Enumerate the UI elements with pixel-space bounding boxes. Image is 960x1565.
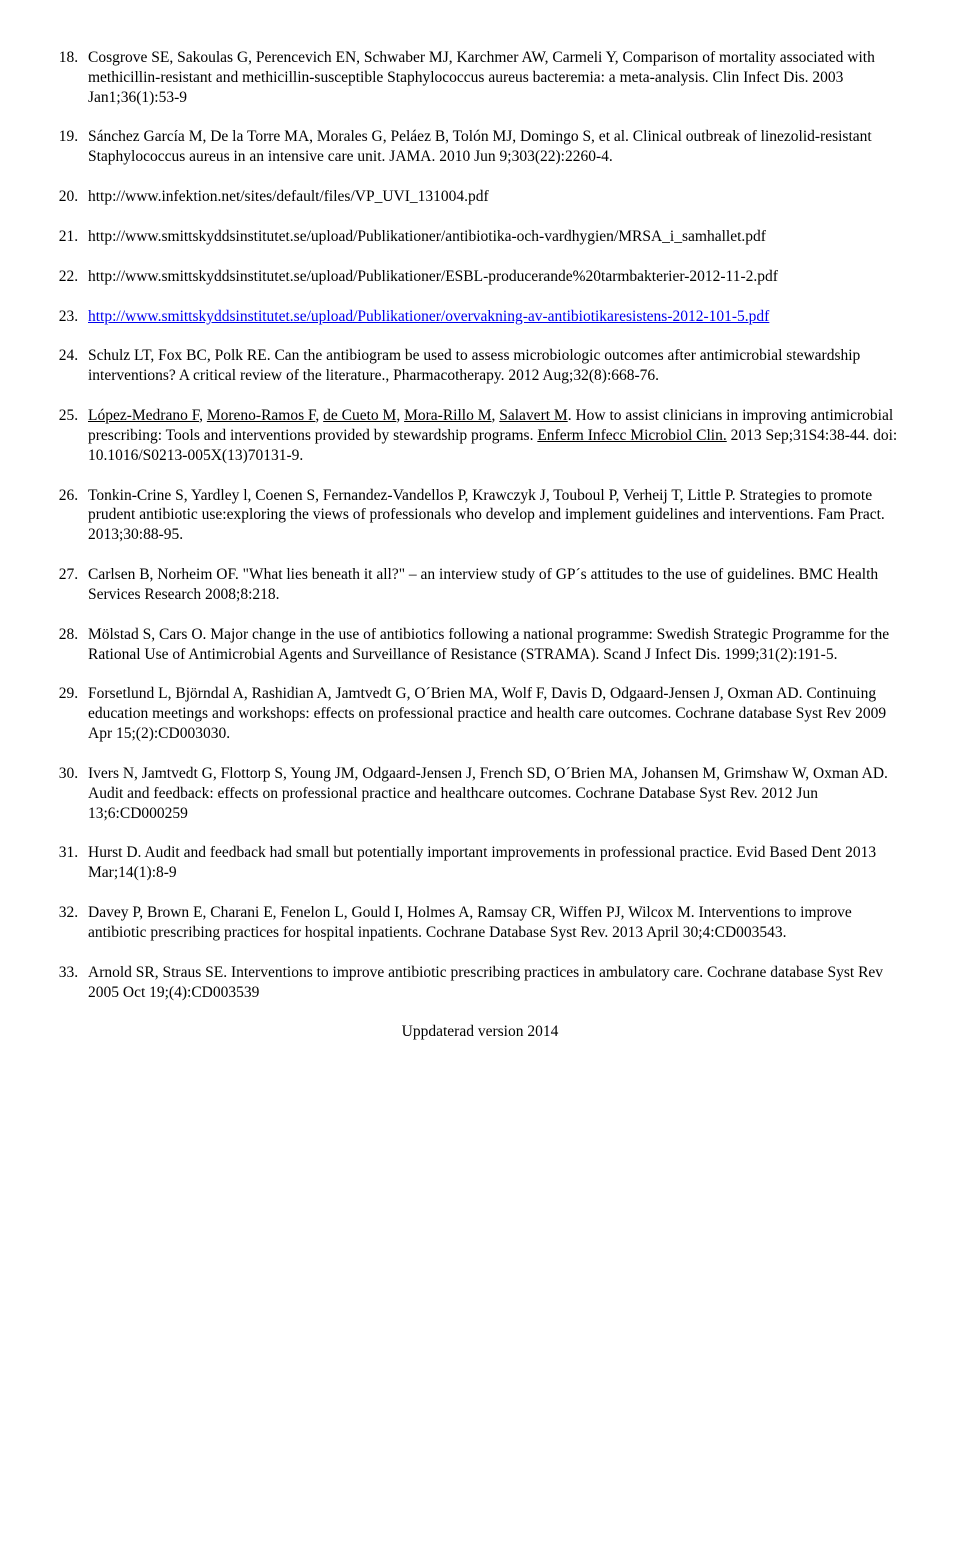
reference-item: López-Medrano F, Moreno-Ramos F, de Cuet… [82,406,906,465]
reference-item: http://www.smittskyddsinstitutet.se/uplo… [82,227,906,247]
reference-text-segment: , [315,407,323,424]
reference-item: Schulz LT, Fox BC, Polk RE. Can the anti… [82,346,906,386]
reference-item: Sánchez García M, De la Torre MA, Morale… [82,127,906,167]
reference-link[interactable]: http://www.smittskyddsinstitutet.se/uplo… [88,308,769,325]
reference-item: Hurst D. Audit and feedback had small bu… [82,843,906,883]
reference-text: Tonkin-Crine S, Yardley l, Coenen S, Fer… [88,487,885,544]
reference-text: Davey P, Brown E, Charani E, Fenelon L, … [88,904,852,941]
reference-item: Ivers N, Jamtvedt G, Flottorp S, Young J… [82,764,906,823]
reference-text: http://www.infektion.net/sites/default/f… [88,188,489,205]
reference-text: Sánchez García M, De la Torre MA, Morale… [88,128,872,165]
reference-item: Arnold SR, Straus SE. Interventions to i… [82,963,906,1003]
reference-item: Mölstad S, Cars O. Major change in the u… [82,625,906,665]
reference-text: Carlsen B, Norheim OF. "What lies beneat… [88,566,878,603]
reference-item: http://www.smittskyddsinstitutet.se/uplo… [82,267,906,287]
reference-text-segment: López-Medrano F [88,407,199,424]
reference-text: Arnold SR, Straus SE. Interventions to i… [88,964,883,1001]
reference-text-segment: , [396,407,404,424]
reference-text-segment: Enferm Infecc Microbiol Clin. [537,427,726,444]
reference-item: http://www.infektion.net/sites/default/f… [82,187,906,207]
reference-text-segment: , [199,407,207,424]
reference-item: Tonkin-Crine S, Yardley l, Coenen S, Fer… [82,486,906,545]
reference-item: Cosgrove SE, Sakoulas G, Perencevich EN,… [82,48,906,107]
reference-text: Mölstad S, Cars O. Major change in the u… [88,626,889,663]
reference-item: http://www.smittskyddsinstitutet.se/uplo… [82,307,906,327]
reference-text: Schulz LT, Fox BC, Polk RE. Can the anti… [88,347,860,384]
reference-item: Carlsen B, Norheim OF. "What lies beneat… [82,565,906,605]
reference-text: Hurst D. Audit and feedback had small bu… [88,844,876,881]
reference-text-segment: Mora-Rillo M [404,407,491,424]
reference-item: Forsetlund L, Björndal A, Rashidian A, J… [82,684,906,743]
reference-text: Cosgrove SE, Sakoulas G, Perencevich EN,… [88,49,875,106]
reference-text-segment: Salavert M [499,407,567,424]
reference-list: Cosgrove SE, Sakoulas G, Perencevich EN,… [54,48,906,1002]
reference-text: Ivers N, Jamtvedt G, Flottorp S, Young J… [88,765,888,822]
reference-text-segment: de Cueto M [323,407,396,424]
reference-text: http://www.smittskyddsinstitutet.se/uplo… [88,268,778,285]
reference-item: Davey P, Brown E, Charani E, Fenelon L, … [82,903,906,943]
page-footer: Uppdaterad version 2014 [54,1022,906,1042]
reference-text: Forsetlund L, Björndal A, Rashidian A, J… [88,685,886,742]
reference-text-segment: Moreno-Ramos F [207,407,316,424]
reference-text: http://www.smittskyddsinstitutet.se/uplo… [88,228,766,245]
